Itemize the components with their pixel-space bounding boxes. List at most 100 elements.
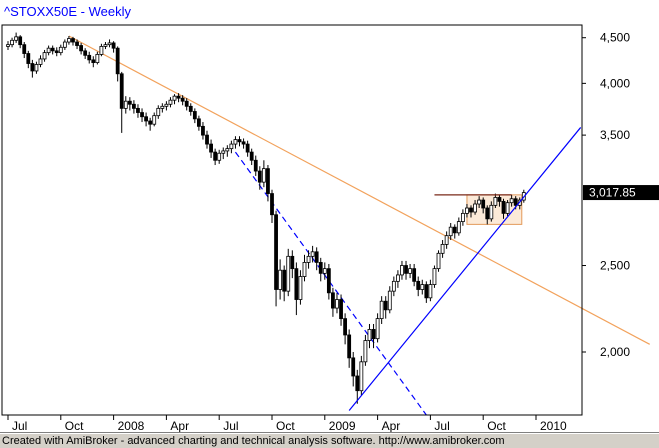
candle-body: [347, 334, 352, 359]
x-axis-label: Apr: [382, 419, 401, 433]
candle-body: [440, 244, 445, 254]
candle-body: [274, 214, 278, 290]
y-axis: 4,500 4,000 3,500 2,500 2,000: [582, 31, 630, 359]
candle-body: [103, 44, 108, 47]
candle-body: [249, 151, 254, 161]
candle-body: [339, 299, 343, 320]
candle-body: [132, 103, 136, 109]
candle-body: [404, 265, 408, 274]
x-axis-label: Jul: [434, 419, 449, 433]
candle-body: [282, 269, 287, 292]
blue-uptrend-line[interactable]: [348, 127, 582, 411]
candle-body: [176, 95, 181, 99]
status-bar: Created with AmiBroker - advanced charti…: [0, 433, 659, 448]
candle-body: [343, 318, 348, 336]
candle-body: [172, 95, 177, 101]
candle-body: [237, 139, 242, 143]
x-axis-label: Oct: [276, 419, 295, 433]
candle-body: [67, 38, 71, 43]
candle-body: [391, 280, 396, 292]
candle-body: [428, 284, 433, 299]
candle-body: [485, 207, 490, 220]
candle-body: [148, 120, 153, 125]
candle-body: [493, 197, 498, 206]
y-axis-label: 3,500: [600, 128, 630, 142]
candle-body: [217, 152, 222, 161]
candle-body: [412, 268, 417, 282]
y-axis-label: 2,500: [600, 259, 630, 273]
candle-body: [115, 47, 120, 75]
candle-body: [233, 139, 238, 145]
candle-body: [99, 46, 104, 55]
x-axis-label: Oct: [65, 419, 84, 433]
candle-body: [298, 276, 303, 300]
candle-body: [22, 44, 27, 54]
candle-body: [79, 45, 84, 52]
candle-body: [367, 329, 372, 341]
candle-body: [205, 134, 209, 145]
orange-downtrend-line[interactable]: [68, 35, 650, 345]
status-bar-text: Created with AmiBroker - advanced charti…: [2, 435, 505, 447]
candle-body: [359, 361, 364, 392]
candle-body: [261, 168, 266, 183]
candle-body: [241, 141, 246, 145]
candle-body: [34, 64, 39, 72]
plot-frame: [1, 24, 583, 416]
candle-body: [209, 143, 213, 153]
candle-body: [14, 36, 19, 41]
candlestick-bars: [6, 32, 526, 404]
last-price-label: 3,017.85: [589, 186, 636, 200]
blue-dashed-downtrend-line[interactable]: [234, 151, 427, 416]
candle-body: [383, 300, 388, 311]
candle-body: [266, 168, 270, 194]
candle-body: [136, 107, 140, 113]
candle-body: [448, 226, 453, 237]
candle-body: [302, 262, 307, 277]
candle-body: [505, 202, 510, 214]
candle-body: [10, 39, 14, 46]
y-axis-label: 4,000: [600, 76, 630, 90]
x-axis-label: Oct: [487, 419, 506, 433]
candle-body: [221, 150, 226, 154]
candle-body: [213, 151, 218, 161]
candle-body: [225, 148, 230, 152]
candle-body: [152, 115, 157, 125]
candle-body: [371, 329, 376, 340]
candle-body: [355, 375, 360, 392]
candle-body: [83, 50, 88, 56]
x-axis: Jul Oct 2008 Apr Jul Oct 2009 Apr Jul Oct 2010: [7, 415, 567, 433]
x-axis-label: 2008: [118, 419, 145, 433]
candle-body: [140, 112, 144, 118]
candle-body: [180, 97, 185, 102]
candle-body: [473, 203, 477, 213]
candle-body: [408, 268, 412, 274]
x-axis-label: 2010: [540, 419, 567, 433]
candle-body: [294, 268, 299, 300]
candle-body: [489, 204, 494, 220]
candle-body: [253, 159, 258, 172]
candle-body: [306, 255, 311, 263]
chart-title: ^STOXX50E - Weekly: [4, 4, 131, 19]
candle-body: [62, 41, 67, 48]
candle-body: [460, 212, 465, 223]
candle-body: [245, 143, 250, 153]
candle-body: [168, 99, 173, 105]
candle-body: [38, 58, 43, 65]
candle-body: [87, 54, 92, 61]
candle-body: [322, 268, 327, 274]
candle-body: [188, 105, 193, 112]
candle-body: [400, 265, 404, 276]
candle-body: [91, 59, 96, 64]
candle-body: [127, 100, 132, 105]
x-axis-label: Jul: [12, 419, 27, 433]
candle-body: [257, 170, 262, 183]
candle-body: [160, 105, 165, 109]
candle-body: [469, 207, 473, 213]
candle-body: [286, 255, 291, 292]
candle-body: [375, 318, 380, 340]
candle-body: [363, 340, 368, 363]
candle-body: [75, 41, 79, 46]
candle-body: [107, 42, 112, 46]
candle-body: [26, 53, 31, 64]
